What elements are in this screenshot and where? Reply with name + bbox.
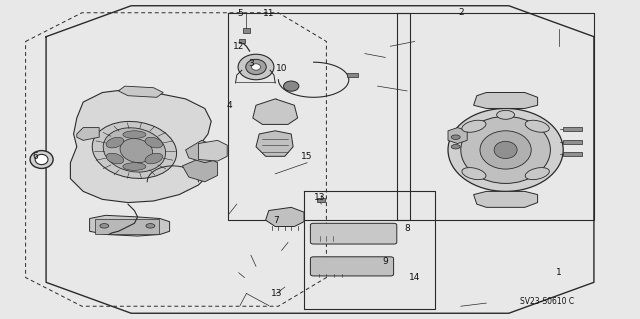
Ellipse shape	[252, 64, 260, 70]
Text: 11: 11	[263, 9, 275, 18]
Text: 2: 2	[458, 8, 463, 17]
Text: 7: 7	[274, 216, 279, 225]
Text: 13: 13	[271, 289, 282, 298]
Ellipse shape	[146, 224, 155, 228]
Ellipse shape	[497, 110, 515, 119]
FancyBboxPatch shape	[310, 223, 397, 244]
Bar	[347, 73, 358, 77]
Ellipse shape	[284, 81, 299, 91]
Polygon shape	[118, 86, 163, 97]
Ellipse shape	[106, 137, 124, 148]
Text: 12: 12	[233, 42, 244, 51]
Ellipse shape	[35, 154, 48, 165]
Ellipse shape	[92, 122, 177, 178]
Ellipse shape	[120, 138, 152, 163]
Bar	[563, 127, 582, 131]
Text: 4: 4	[227, 101, 232, 110]
Polygon shape	[448, 128, 467, 144]
Polygon shape	[186, 140, 218, 163]
Polygon shape	[70, 89, 211, 203]
Ellipse shape	[525, 120, 549, 132]
Bar	[563, 152, 582, 156]
FancyBboxPatch shape	[310, 257, 394, 276]
Text: 6: 6	[33, 152, 38, 161]
Text: 8: 8	[404, 224, 410, 233]
Polygon shape	[474, 93, 538, 108]
Text: 15: 15	[301, 152, 313, 161]
Text: 10: 10	[276, 64, 287, 73]
Polygon shape	[474, 191, 538, 207]
Text: 14: 14	[409, 273, 420, 282]
Ellipse shape	[145, 137, 163, 148]
Ellipse shape	[100, 224, 109, 228]
Ellipse shape	[103, 128, 166, 172]
Bar	[317, 198, 325, 202]
Text: SV23-S0610 C: SV23-S0610 C	[520, 297, 574, 306]
Ellipse shape	[461, 116, 550, 183]
Ellipse shape	[480, 131, 531, 169]
Text: 3: 3	[248, 59, 253, 68]
Polygon shape	[77, 128, 99, 140]
Text: 1: 1	[556, 268, 561, 277]
Ellipse shape	[123, 163, 146, 170]
Ellipse shape	[462, 120, 486, 132]
Ellipse shape	[30, 151, 53, 168]
Ellipse shape	[123, 131, 146, 138]
Bar	[243, 28, 250, 33]
Text: 5: 5	[237, 9, 243, 18]
Text: 13: 13	[314, 193, 326, 202]
Text: 9: 9	[383, 257, 388, 266]
Ellipse shape	[462, 167, 486, 180]
Ellipse shape	[451, 135, 460, 139]
Polygon shape	[266, 207, 304, 226]
Polygon shape	[198, 140, 227, 161]
Ellipse shape	[525, 167, 549, 180]
Ellipse shape	[448, 108, 563, 191]
Bar	[239, 39, 245, 43]
Bar	[95, 219, 159, 234]
Ellipse shape	[246, 59, 266, 75]
Ellipse shape	[238, 54, 274, 80]
Ellipse shape	[494, 141, 517, 159]
Bar	[563, 140, 582, 144]
Polygon shape	[182, 156, 218, 182]
Polygon shape	[256, 131, 293, 156]
Polygon shape	[253, 99, 298, 124]
Polygon shape	[90, 215, 170, 236]
Ellipse shape	[106, 153, 124, 164]
Ellipse shape	[145, 153, 163, 164]
Ellipse shape	[451, 145, 460, 149]
